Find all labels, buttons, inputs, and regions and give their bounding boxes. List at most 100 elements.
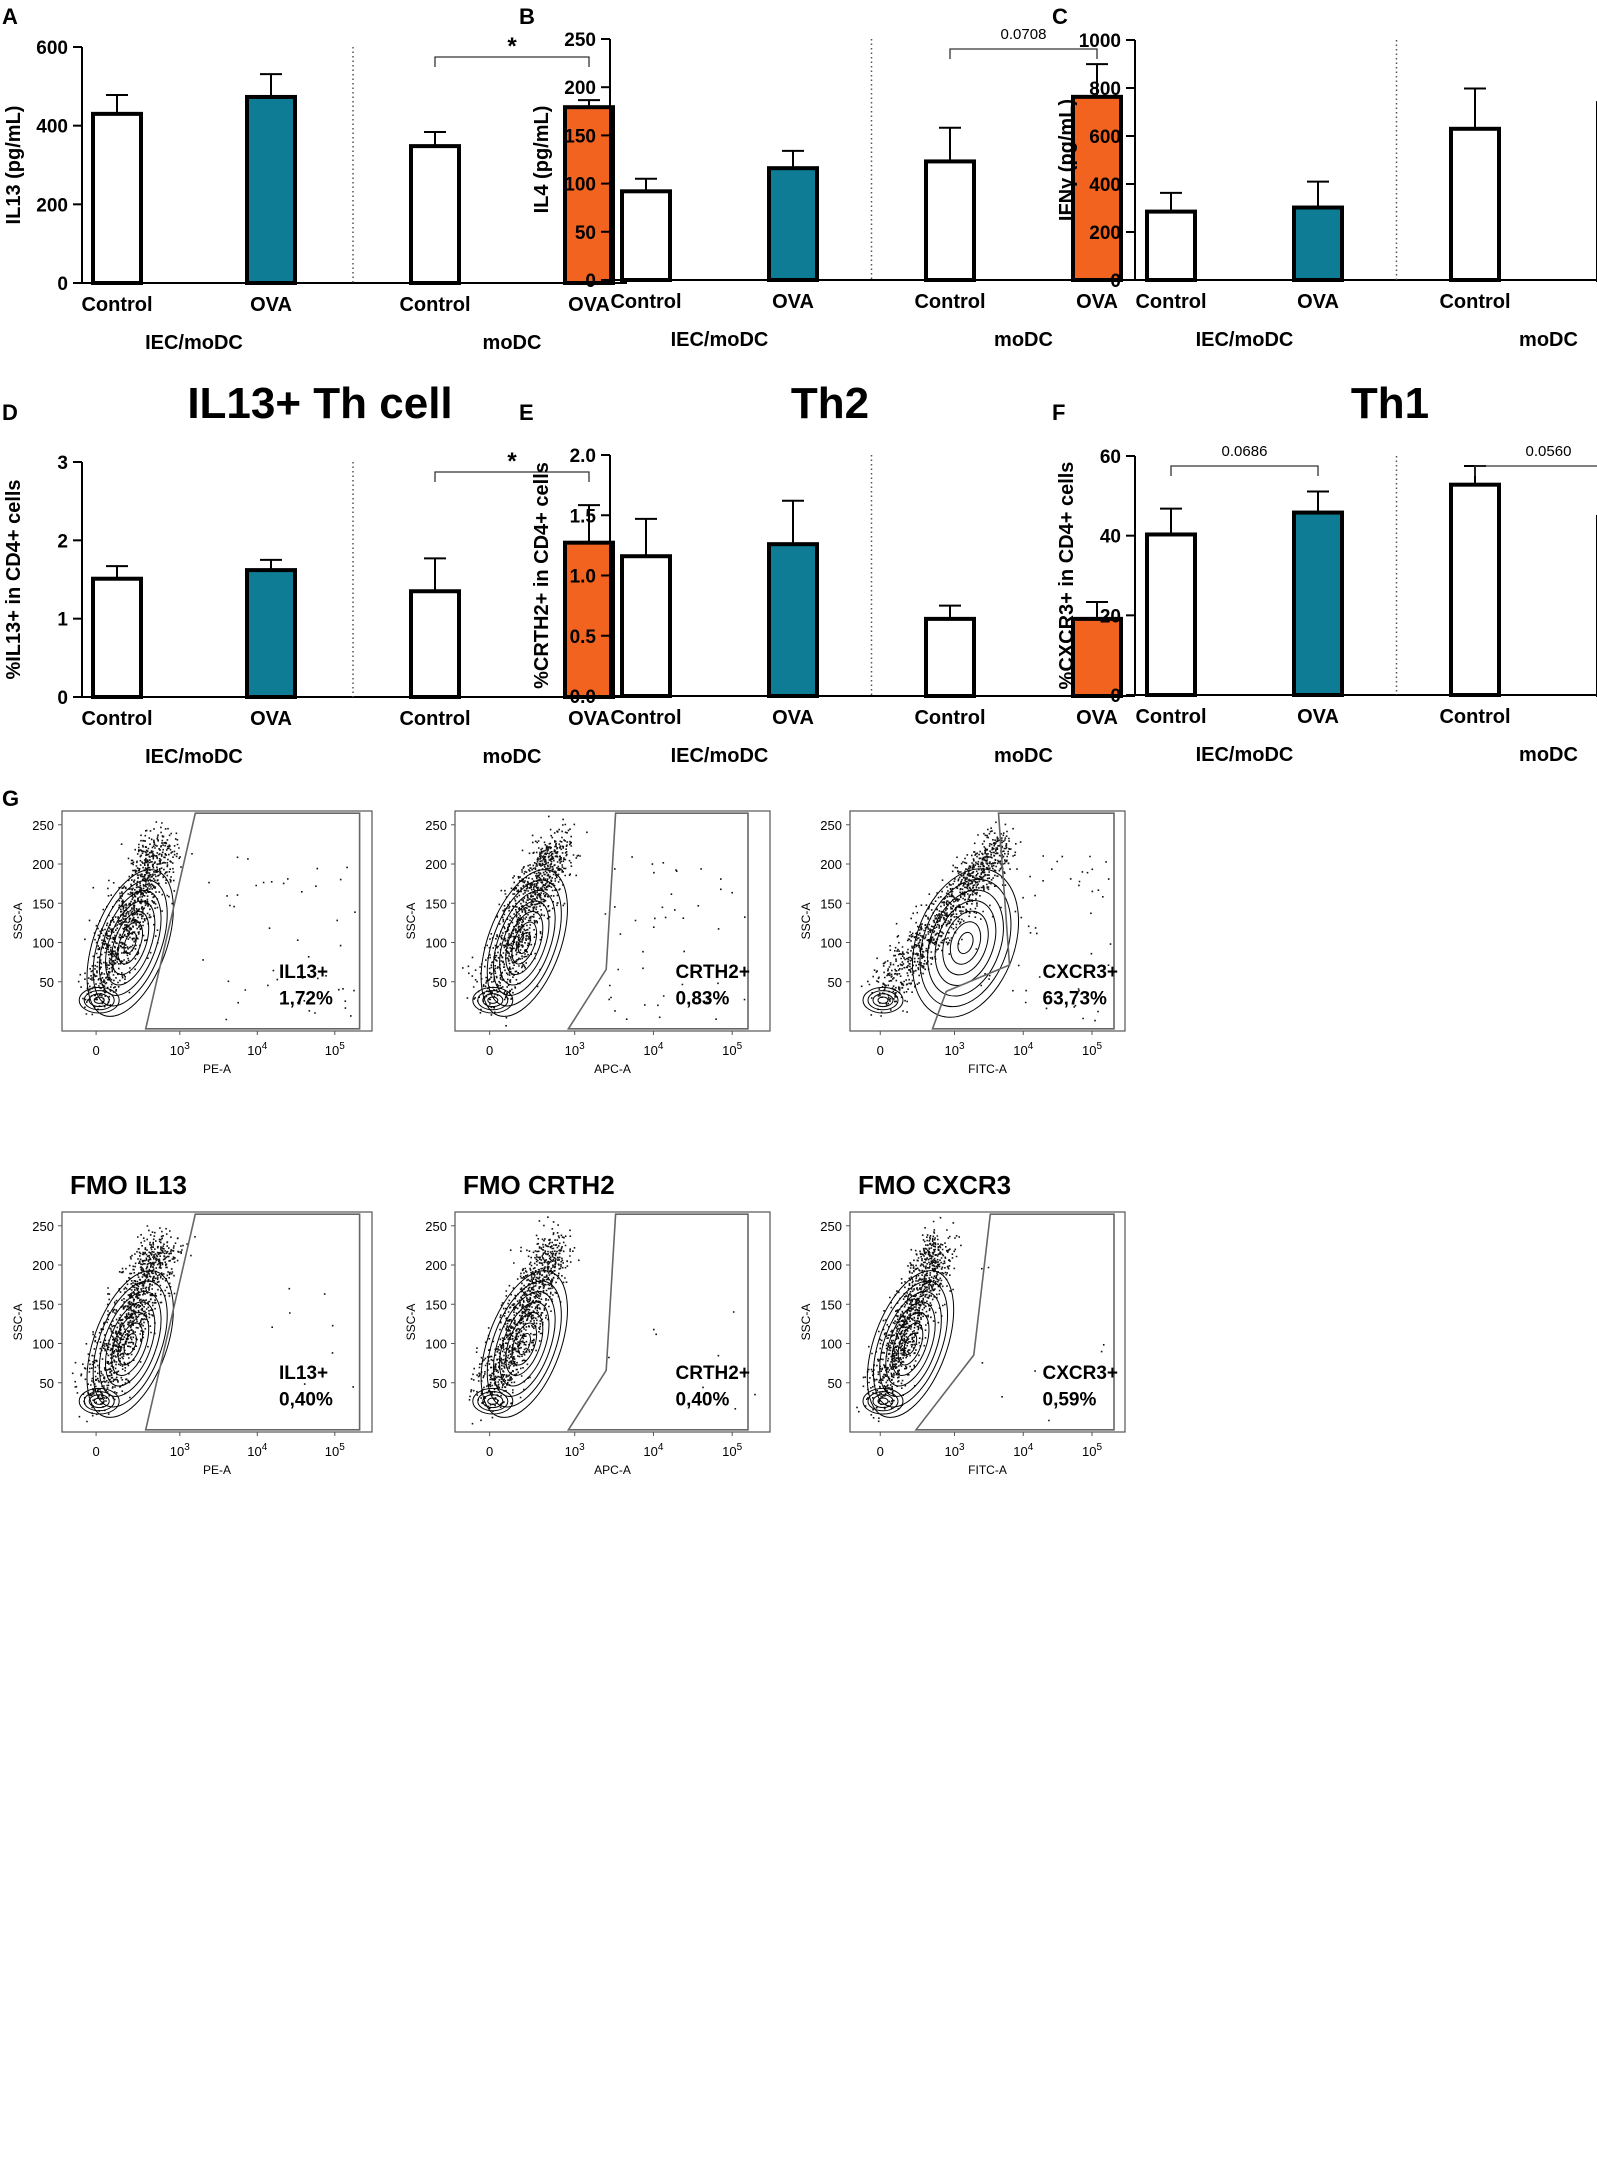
y-tick-label: 0: [1110, 686, 1121, 707]
flow-gate-value: 0,59%: [1043, 1390, 1097, 1411]
y-tick-label: 60: [1100, 447, 1121, 468]
flow-contour: [919, 878, 1012, 1008]
flow-contour: [872, 1394, 894, 1409]
flow-contour: [897, 1322, 924, 1366]
flow-contour: [105, 900, 156, 986]
flow-scatter-events: [468, 1216, 756, 1425]
flow-y-tick-label: 100: [820, 936, 842, 951]
flow-y-tick-label: 100: [425, 936, 447, 951]
flow-x-tick-label: 105: [1082, 1442, 1102, 1459]
x-tick-label: OVA: [772, 707, 814, 729]
flow-contour: [472, 1387, 514, 1415]
significance-bracket: [434, 56, 590, 67]
flow-gate-label: IL13+: [279, 1363, 328, 1384]
bar-ova-modc: [1071, 616, 1123, 699]
significance-bracket: [1170, 465, 1319, 476]
bar-control-modc: [409, 589, 461, 699]
flow-contour: [482, 1394, 504, 1409]
panel-letter: F: [1052, 400, 1065, 425]
bar-control-iec: [1145, 532, 1197, 698]
significance-label: 0.0560: [1526, 443, 1572, 460]
flow-gate-label: CRTH2+: [676, 962, 750, 983]
bar-control-modc: [1449, 482, 1501, 697]
flow-contour: [83, 1391, 115, 1412]
flow-contour: [92, 879, 168, 1007]
flow-y-tick-label: 50: [433, 1376, 447, 1391]
group-label: moDC: [994, 745, 1053, 767]
flow-y-tick-label: 250: [425, 818, 447, 833]
flow-gate-value: 63,73%: [1043, 989, 1108, 1010]
group-label: IEC/moDC: [145, 332, 243, 354]
significance-label: 0.0708: [1001, 26, 1047, 43]
bar-control-iec: [620, 189, 672, 282]
bar-ova-iec: [1292, 205, 1344, 283]
flow-contour: [472, 986, 514, 1014]
flow-contour: [83, 990, 115, 1011]
x-tick-label: OVA: [1076, 707, 1118, 729]
flow-y-axis-label: SSC-A: [799, 903, 813, 940]
flow-y-axis-label: SSC-A: [799, 1304, 813, 1341]
flow-x-tick-exponent: 5: [737, 1041, 743, 1052]
flow-contour: [86, 1270, 174, 1418]
flow-contour: [88, 1394, 110, 1409]
y-axis-label: IFNγ (pg/mL): [1056, 99, 1078, 221]
y-tick-label: 400: [1089, 175, 1121, 196]
flow-x-tick-label: 0: [486, 1444, 493, 1459]
y-tick-label: 1000: [1079, 31, 1121, 52]
group-label: moDC: [483, 746, 542, 768]
flow-gate-label: CXCR3+: [1043, 1363, 1119, 1384]
x-tick-label: Control: [914, 707, 985, 729]
flow-plot-3: 250 200 150 100 50 SSC-A 0 103 104 105 FITC-A CXCR3…: [799, 810, 1126, 1076]
flow-x-tick-label: 103: [944, 1041, 964, 1058]
x-tick-label: Control: [1439, 291, 1510, 313]
flow-contour: [117, 1322, 144, 1366]
flow-contour: [517, 1333, 531, 1355]
x-tick-label: Control: [399, 708, 470, 730]
flow-y-tick-label: 200: [820, 1258, 842, 1273]
flow-contour: [511, 1322, 538, 1366]
flow-gate: [931, 812, 1115, 1030]
significance-bracket: [949, 48, 1098, 59]
x-tick-label: Control: [1439, 706, 1510, 728]
flow-contour: [872, 1280, 949, 1408]
chart-title: IL13+ Th cell: [187, 379, 452, 428]
flow-scatter-events: [860, 821, 1112, 1022]
flow-contour: [78, 986, 120, 1014]
x-tick-label: OVA: [250, 708, 292, 730]
flow-plot-title: FMO CXCR3: [858, 1170, 1011, 1200]
x-tick-label: Control: [81, 294, 152, 316]
flow-contour: [477, 990, 509, 1011]
x-tick-label: OVA: [568, 294, 610, 316]
flow-y-tick-label: 200: [820, 857, 842, 872]
group-label: moDC: [994, 329, 1053, 351]
y-tick-label: 600: [36, 38, 68, 59]
flow-x-tick-exponent: 4: [658, 1041, 664, 1052]
flow-contour: [911, 868, 1020, 1018]
flow-plot-frame: [454, 1211, 771, 1433]
flow-y-tick-label: 250: [820, 1219, 842, 1234]
y-tick-label: 200: [36, 195, 68, 216]
group-label: IEC/moDC: [671, 329, 769, 351]
flow-x-tick-exponent: 3: [579, 1041, 585, 1052]
flow-scatter-events: [856, 1216, 1105, 1423]
flow-y-tick-label: 50: [40, 975, 54, 990]
flow-x-tick-label: 103: [170, 1442, 190, 1459]
flow-x-axis-label: APC-A: [594, 1463, 631, 1477]
group-label: IEC/moDC: [145, 746, 243, 768]
bar-ova-iec: [245, 94, 297, 285]
flow-x-tick-label: 104: [643, 1041, 663, 1058]
flow-contour: [866, 1270, 955, 1418]
flow-contour: [885, 1301, 936, 1387]
bar-control-iec: [620, 554, 672, 698]
x-tick-label: OVA: [772, 291, 814, 313]
panel-letter: A: [2, 4, 18, 29]
bar-ova-modc: [563, 105, 615, 286]
flow-gate-value: 0,40%: [279, 1390, 333, 1411]
flow-x-tick-exponent: 4: [262, 1041, 268, 1052]
flow-y-axis-label: SSC-A: [11, 1304, 25, 1341]
flow-y-tick-label: 150: [425, 896, 447, 911]
flow-y-tick-label: 50: [828, 1376, 842, 1391]
flow-y-axis-label: SSC-A: [404, 903, 418, 940]
